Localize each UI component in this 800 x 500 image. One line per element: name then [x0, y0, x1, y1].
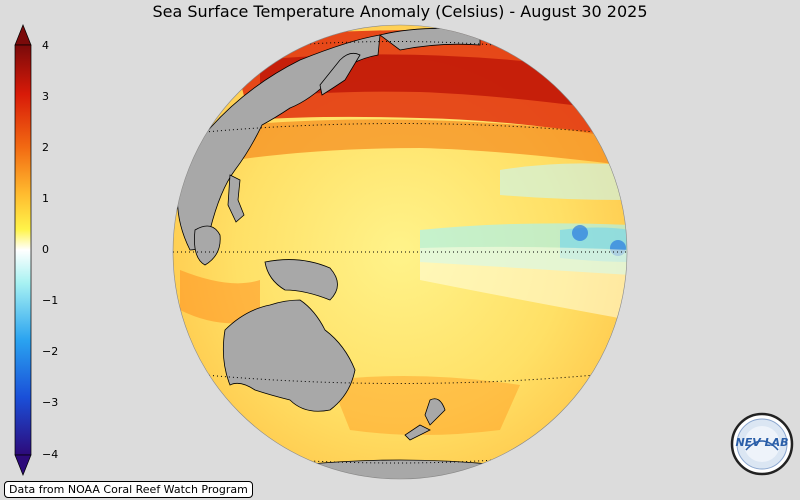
map-title: Sea Surface Temperature Anomaly (Celsius… [152, 2, 648, 21]
colorbar-tick-label: 3 [42, 90, 49, 103]
land-australia [222, 299, 356, 412]
land-philippines [227, 174, 245, 223]
colorbar-tick-label: 4 [42, 39, 49, 52]
globe [173, 25, 627, 479]
colorbar-lower-arrow [14, 454, 32, 476]
colorbar-tick-label: 2 [42, 141, 49, 154]
nevlab-logo-icon: NEV LAB [730, 412, 794, 476]
land-japan [319, 52, 361, 96]
land-new-zealand [404, 398, 446, 441]
colorbar-tick-label: 1 [42, 192, 49, 205]
logo-text: NEV LAB [735, 436, 789, 449]
colorbar-tick-label: −1 [42, 294, 59, 307]
colorbar-tick-label: −4 [42, 448, 59, 461]
graticule [173, 41, 627, 464]
land-new-guinea [264, 259, 338, 301]
colorbar-tick-label: 0 [42, 243, 49, 256]
data-credit-label: Data from NOAA Coral Reef Watch Program [4, 481, 253, 498]
colorbar-tick-label: −2 [42, 345, 59, 358]
colorbar-labels: 4 3 2 1 0 −1 −2 −3 −4 [14, 24, 58, 476]
colorbar [14, 24, 32, 476]
colorbar-tick-label: −3 [42, 396, 59, 409]
globe-outline [172, 24, 628, 480]
land-antarctica [299, 459, 501, 479]
